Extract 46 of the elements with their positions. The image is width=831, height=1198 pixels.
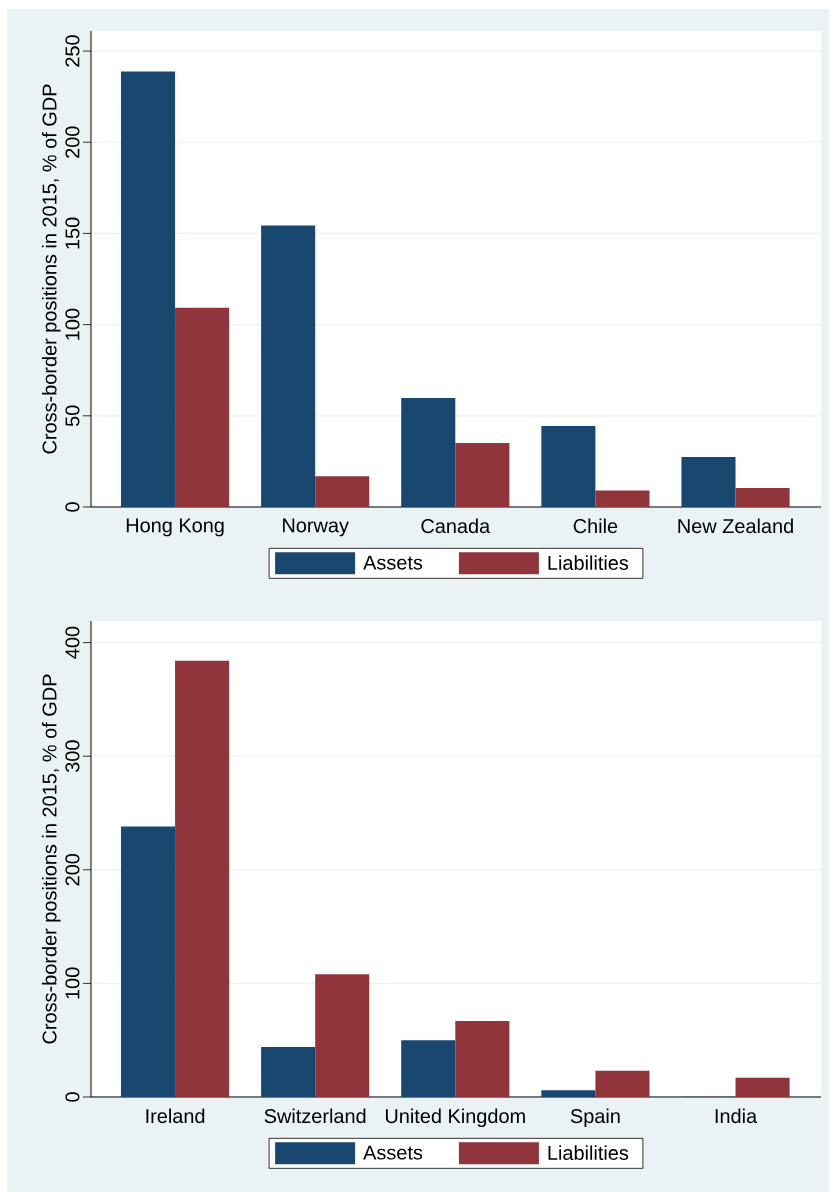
- bar: [541, 1090, 596, 1097]
- y-axis-title: Cross-border positions in 2015, % of GDP: [41, 674, 61, 1044]
- bar: [735, 1077, 790, 1097]
- bar: [735, 488, 790, 507]
- y-tick-label: 0: [65, 502, 80, 512]
- legend-label: Assets: [363, 1145, 423, 1160]
- bar: [595, 490, 650, 507]
- bar: [261, 1047, 316, 1097]
- y-tick-label: 50: [65, 405, 80, 427]
- x-tick-label: United Kingdom: [385, 1108, 525, 1128]
- x-tick-label: Norway: [283, 518, 349, 537]
- bar: [681, 457, 736, 507]
- legend-label: Liabilities: [548, 1145, 629, 1160]
- y-tick-label: 100: [65, 967, 80, 999]
- y-tick-label: 250: [65, 35, 80, 67]
- y-tick-label: 100: [65, 308, 80, 340]
- bar: [595, 1070, 650, 1097]
- bar: [120, 71, 176, 507]
- x-tick-label: Spain: [570, 1108, 620, 1128]
- legend-label: Assets: [363, 555, 423, 570]
- bar: [455, 1020, 510, 1097]
- y-tick-label: 400: [65, 626, 80, 659]
- legend-label: Liabilities: [548, 555, 629, 570]
- bar: [175, 307, 230, 507]
- x-tick-label: Canada: [421, 518, 491, 534]
- bar: [455, 442, 510, 507]
- x-tick-label: Chile: [573, 518, 618, 534]
- bar: [401, 397, 456, 507]
- x-tick-label: Switzerland: [264, 1108, 366, 1124]
- bar: [315, 476, 370, 507]
- x-tick-label: Ireland: [146, 1108, 205, 1124]
- y-tick-label: 150: [65, 217, 80, 249]
- bar: [175, 660, 230, 1097]
- bar: [120, 826, 176, 1097]
- y-tick-label: 0: [65, 1092, 80, 1102]
- x-tick-label: Hong Kong: [126, 518, 224, 537]
- x-tick-label: New Zealand: [678, 518, 793, 534]
- y-axis-title: Cross-border positions in 2015, % of GDP: [41, 84, 61, 454]
- x-tick-label: India: [715, 1108, 758, 1124]
- y-tick-label: 200: [65, 126, 80, 158]
- bar: [401, 1040, 456, 1097]
- y-tick-label: 300: [65, 740, 80, 773]
- bar: [315, 974, 370, 1097]
- bar: [541, 426, 596, 507]
- y-tick-label: 200: [65, 853, 80, 886]
- bar: [261, 225, 316, 507]
